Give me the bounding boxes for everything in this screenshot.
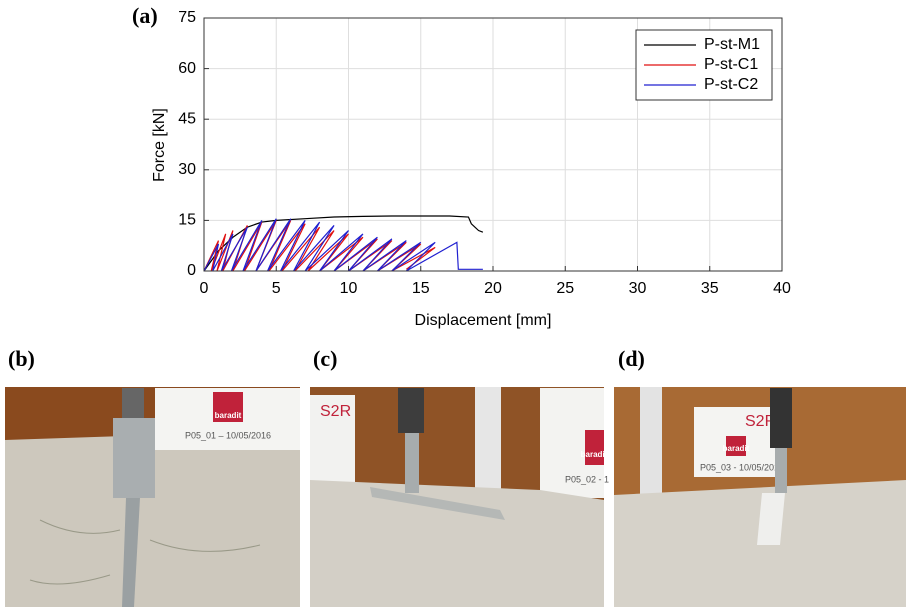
column bbox=[475, 387, 501, 507]
plot-frame bbox=[203, 17, 783, 272]
blade bbox=[122, 498, 140, 607]
sign-text: P05_03 - 10/05/2016 bbox=[700, 462, 784, 472]
slab bbox=[310, 480, 604, 607]
data-line bbox=[203, 218, 483, 272]
y-tick-label: 0 bbox=[187, 262, 196, 279]
x-tick-label: 5 bbox=[272, 280, 281, 297]
logo bbox=[726, 436, 746, 456]
crack bbox=[29, 519, 261, 585]
panel-label: (a) bbox=[132, 3, 158, 28]
x-tick-label: 25 bbox=[556, 280, 574, 297]
sign-text: P05_02 - 1 bbox=[565, 474, 609, 484]
bracket bbox=[113, 418, 155, 498]
bolt bbox=[122, 388, 144, 418]
logo bbox=[585, 430, 604, 465]
x-tick-label: 35 bbox=[701, 280, 719, 297]
y-tick-label: 15 bbox=[178, 212, 196, 229]
sign-text: S2R bbox=[745, 413, 776, 430]
profile bbox=[370, 487, 505, 520]
data-line bbox=[203, 215, 484, 272]
plot-area: 0 5 10 15 20 25 30 35 40 0 15 30 45 60 75 P-st-M1 P-st-C… bbox=[178, 9, 791, 297]
y-tick-label: 75 bbox=[178, 9, 196, 26]
legend-label: P-st-C2 bbox=[704, 76, 758, 93]
photo: (c) S2R baradit P05_02 - 1 bbox=[310, 346, 609, 607]
sign-text: S2R bbox=[320, 403, 351, 420]
x-tick-label: 0 bbox=[200, 280, 209, 297]
y-tick-label: 30 bbox=[178, 161, 196, 178]
bracket bbox=[405, 433, 419, 493]
photo-label: (c) bbox=[313, 346, 337, 371]
legend-label: P-st-C1 bbox=[704, 56, 758, 73]
column bbox=[640, 387, 662, 497]
profile bbox=[757, 493, 785, 545]
photo: (b) baradit P05_01 – 10/05/2016 bbox=[5, 346, 300, 607]
x-tick-label: 40 bbox=[773, 280, 791, 297]
y-axis-label: Force [kN] bbox=[151, 108, 168, 182]
sign-text: baradit bbox=[581, 450, 608, 459]
sign-text: baradit bbox=[215, 411, 242, 420]
sign-text: baradit bbox=[723, 444, 750, 453]
sign-text: P05_01 – 10/05/2016 bbox=[185, 430, 271, 440]
photo-label: (d) bbox=[618, 346, 645, 371]
logo bbox=[213, 392, 243, 422]
y-tick-label: 60 bbox=[178, 60, 196, 77]
bracket bbox=[775, 448, 787, 493]
sign bbox=[310, 395, 355, 485]
x-tick-label: 15 bbox=[412, 280, 430, 297]
bolt bbox=[770, 388, 792, 448]
photo: (d) S2R baradit P05_03 - 10/05/2016 bbox=[614, 346, 906, 607]
x-tick-label: 20 bbox=[484, 280, 502, 297]
slab bbox=[5, 430, 300, 607]
y-tick-label: 45 bbox=[178, 110, 196, 127]
x-axis-label: Displacement [mm] bbox=[415, 312, 552, 329]
legend-label: P-st-M1 bbox=[704, 36, 760, 53]
x-tick-label: 10 bbox=[340, 280, 358, 297]
photo-label: (b) bbox=[8, 346, 35, 371]
x-tick-label: 30 bbox=[629, 280, 647, 297]
bolt bbox=[398, 388, 424, 433]
